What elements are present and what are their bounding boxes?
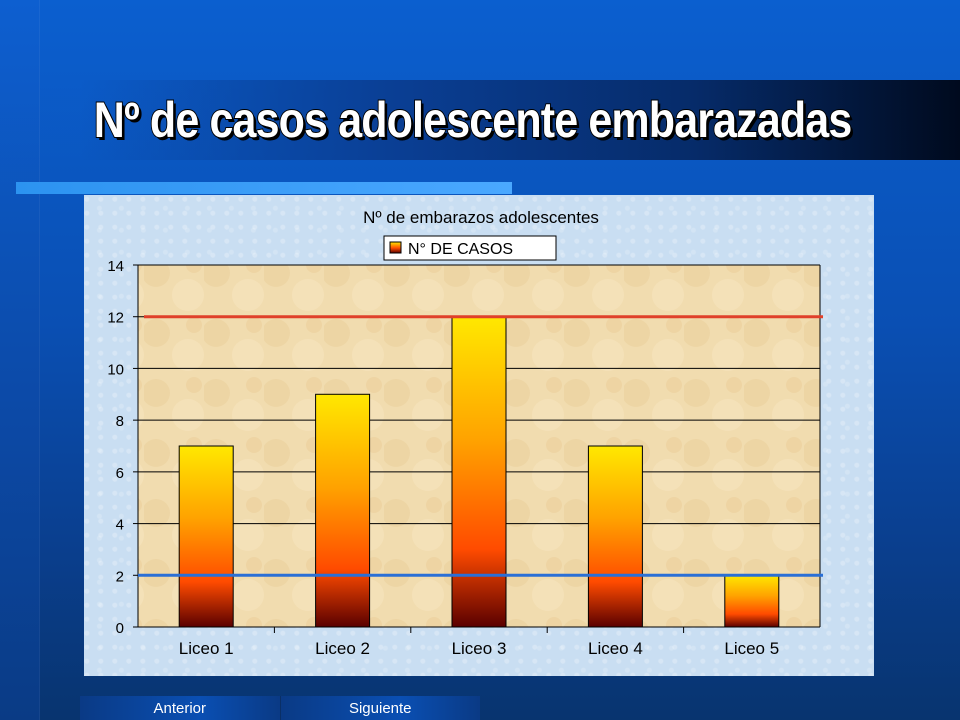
x-tick-label: Liceo 2 [315, 639, 370, 658]
reference-lines [138, 315, 823, 577]
bar-3 [451, 316, 507, 628]
legend-box [383, 235, 557, 261]
previous-button[interactable]: Anterior [80, 696, 280, 720]
chart-title: Nº de embarazos adolescentes [363, 208, 599, 227]
next-button[interactable]: Siguiente [279, 696, 480, 720]
legend: N° DE CASOS [383, 235, 557, 261]
bar-4 [587, 445, 643, 628]
x-tick-label: Liceo 4 [588, 639, 643, 658]
y-tick-label: 6 [116, 465, 124, 482]
y-axis: 0 2 4 6 8 10 12 14 [107, 258, 821, 637]
y-tick-label: 14 [107, 258, 124, 275]
y-tick-label: 8 [116, 413, 124, 430]
x-tick-label: Liceo 5 [724, 639, 779, 658]
legend-label: N° DE CASOS [408, 241, 513, 258]
bar-chart: Nº de embarazos adolescentes N° DE CASOS… [107, 208, 823, 658]
chart-panel: Nº de embarazos adolescentes N° DE CASOS… [84, 195, 874, 676]
y-tick-label: 10 [107, 361, 124, 378]
x-tick-label: Liceo 1 [179, 639, 234, 658]
bar-5 [724, 574, 780, 628]
legend-swatch [389, 241, 402, 254]
y-tick-label: 4 [116, 517, 124, 534]
slide-title: Nº de casos adolescente embarazadas [93, 91, 853, 149]
accent-line [16, 182, 512, 194]
nav-bar: Anterior Siguiente [80, 696, 480, 720]
left-decor-stripe [0, 0, 40, 720]
bar-1 [178, 445, 234, 628]
y-tick-label: 0 [116, 620, 124, 637]
x-axis: Liceo 1 Liceo 2 Liceo 3 Liceo 4 Liceo 5 [138, 626, 820, 658]
y-tick-label: 12 [107, 310, 124, 327]
y-tick-label: 2 [116, 568, 124, 585]
bar-2 [315, 393, 371, 628]
title-banner [80, 80, 960, 160]
x-tick-label: Liceo 3 [452, 639, 507, 658]
